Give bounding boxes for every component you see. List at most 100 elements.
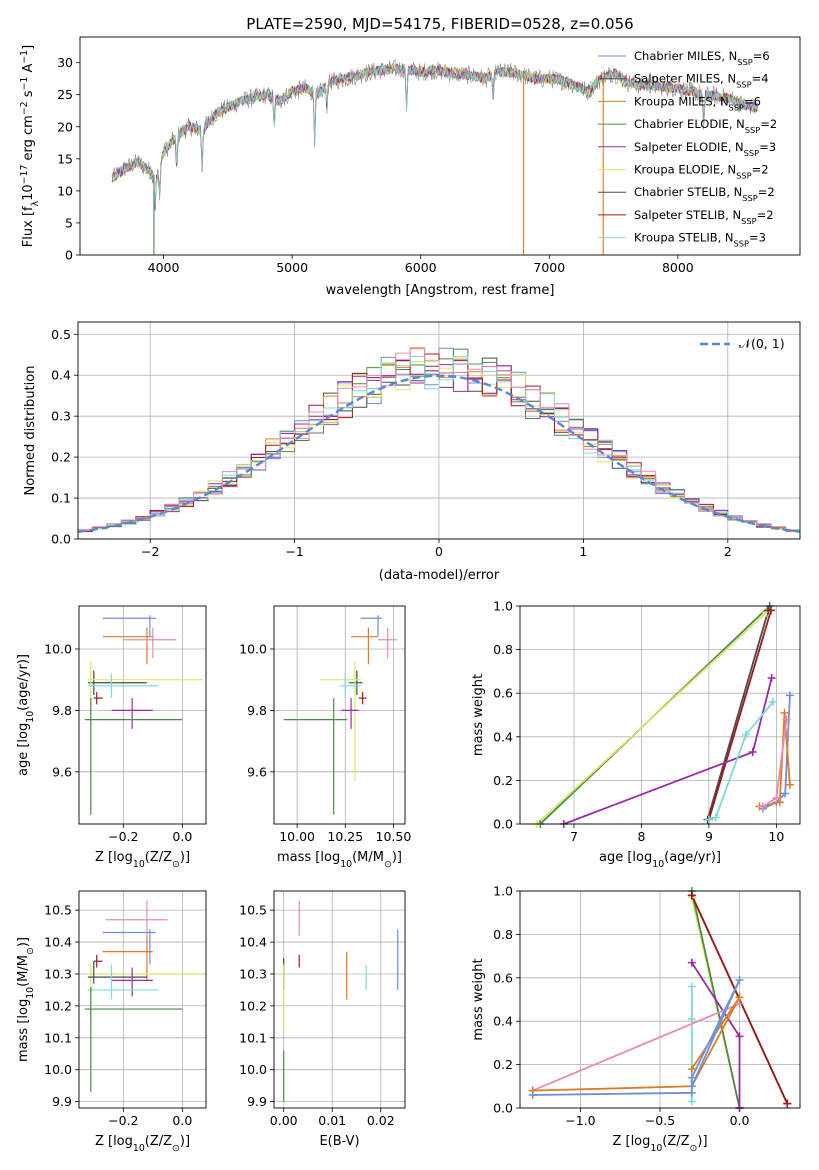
x-tick-label: 7000 (533, 260, 565, 275)
axes-frame (77, 321, 801, 540)
weight-marker (769, 697, 778, 706)
x-tick-label: 1 (579, 544, 587, 559)
y-tick-label: 0.6 (493, 970, 513, 985)
y-tick-label: 10.4 (239, 935, 267, 950)
weight-marker (687, 1015, 696, 1024)
y-tick-label: 0.0 (51, 532, 71, 547)
y-tick-label: 10.5 (239, 903, 267, 918)
errorbars (283, 900, 399, 1102)
legend-label: Chabrier MILES, NSSP=6 (634, 49, 770, 67)
axes-frame (79, 36, 801, 256)
y-tick-label: 10.0 (44, 641, 72, 656)
y-tick-label: 10 (57, 183, 73, 198)
y-tick-label: 10.1 (44, 1030, 72, 1045)
y-tick-label: 0.4 (493, 729, 513, 744)
legend-label: Kroupa STELIB, NSSP=3 (634, 231, 766, 249)
x-tick-label: 0.00 (270, 1113, 298, 1128)
weight-marker (528, 1090, 537, 1099)
y-tick-label: 1.0 (493, 884, 513, 899)
histograms (78, 347, 800, 533)
weight-marker (766, 606, 775, 615)
x-tick-label: 6000 (405, 260, 437, 275)
axes-frame (273, 890, 406, 1109)
spectrum-lines (111, 59, 758, 255)
y-tick-label: 9.6 (52, 764, 72, 779)
y-tick-label: 0.4 (51, 368, 71, 383)
y-tick-label: 10.4 (44, 935, 72, 950)
x-tick-label: 9 (705, 829, 713, 844)
y-tick-label: 9.9 (247, 1094, 267, 1109)
y-tick-label: 0.4 (493, 1014, 513, 1029)
x-tick-label: 0.01 (318, 1113, 346, 1128)
axes-frame (519, 890, 801, 1109)
x-tick-label: −2 (141, 544, 159, 559)
x-tick-label: 8 (637, 829, 645, 844)
weight-marker (735, 975, 744, 984)
x-tick-label: 4000 (148, 260, 180, 275)
axes-frame (78, 890, 207, 1109)
y-tick-label: 10.2 (239, 998, 267, 1013)
legend-label: Salpeter STELIB, NSSP=2 (634, 208, 774, 226)
weight-series-line (708, 610, 772, 820)
x-tick-label: −1 (285, 544, 303, 559)
weight-marker (785, 780, 794, 789)
x-tick-label: 10 (768, 829, 784, 844)
y-tick-label: 5 (65, 215, 73, 230)
x-axis-label: age [log10(age/yr)] (599, 850, 721, 870)
weight-marker (687, 1082, 696, 1091)
x-axis-label: mass [log10(M/M⊙)] (277, 850, 402, 870)
weight-marker (780, 708, 789, 717)
y-tick-label: 30 (57, 55, 73, 70)
weight-marker (711, 813, 720, 822)
weight-marker (687, 1064, 696, 1073)
mass_vs_ebv-panel: 0.00 0.01 0.02 9.9 10.0 10.1 10.2 10.3 10.4 10.5 E… (239, 890, 406, 1149)
y-tick-label: 9.6 (247, 764, 267, 779)
y-tick-label: 9.9 (52, 1094, 72, 1109)
weight-series-line (536, 611, 767, 824)
legend-label: Chabrier STELIB, NSSP=2 (634, 185, 775, 203)
axes-frame (273, 605, 406, 825)
spectrum-model-line (111, 63, 758, 207)
weight-marker (687, 958, 696, 967)
x-axis-label: wavelength [Angstrom, rest frame] (326, 283, 555, 298)
y-tick-label: 10.2 (44, 998, 72, 1013)
weight-marker (782, 715, 791, 724)
y-axis-label: mass [log10(M/M⊙)] (16, 937, 36, 1062)
y-tick-label: 0.5 (51, 327, 71, 342)
x-tick-label: 2 (724, 544, 732, 559)
y-tick-label: 0.3 (51, 409, 71, 424)
x-tick-label: −1.0 (565, 1113, 595, 1128)
y-axis-label: age [log10(age/yr)] (16, 654, 36, 776)
y-tick-label: 0.6 (493, 686, 513, 701)
axes-frame (78, 605, 207, 825)
histogram-series (78, 348, 800, 533)
x-tick-label: 7 (570, 829, 578, 844)
weight-marker (735, 1032, 744, 1041)
weight-marker (758, 802, 767, 811)
weight-marker (687, 1073, 696, 1082)
x-tick-label: 0 (435, 544, 443, 559)
normal-curve (78, 374, 800, 533)
weight-marker (781, 789, 790, 798)
y-tick-label: 0.0 (493, 1101, 513, 1116)
weight-marker (687, 891, 696, 900)
residuals-panel: −2 −1 0 1 2 0.0 0.1 0.2 0.3 0.4 0.5 (data-model)/er… (23, 321, 801, 583)
panels: PLATE=2590, MJD=54175, FIBERID=0528, z=0… (16, 15, 801, 1154)
y-tick-label: 9.8 (52, 703, 72, 718)
weight-marker (748, 748, 757, 757)
y-tick-label: 15 (57, 151, 73, 166)
x-tick-label: 0.0 (172, 829, 192, 844)
y-tick-label: 0 (65, 248, 73, 263)
x-tick-label: 10.25 (327, 829, 363, 844)
y-tick-label: 1.0 (493, 599, 513, 614)
age_vs_mass-panel: 10.00 10.25 10.50 9.6 9.8 10.0 mass [log10(M/M… (239, 605, 411, 870)
y-tick-label: 0.2 (51, 450, 71, 465)
y-tick-label: 20 (57, 119, 73, 134)
weight-marker (775, 798, 784, 807)
weight_vs_Z-panel: −1.0 −0.5 0.0 0.0 0.2 0.4 0.6 0.8 1.0 Z [log10(Z/… (471, 884, 801, 1154)
y-tick-label: 10.0 (239, 641, 267, 656)
weight-lines (536, 606, 791, 824)
y-axis-label: Flux [fλ10−17 erg cm−2 s−1 A−1] (19, 45, 41, 247)
